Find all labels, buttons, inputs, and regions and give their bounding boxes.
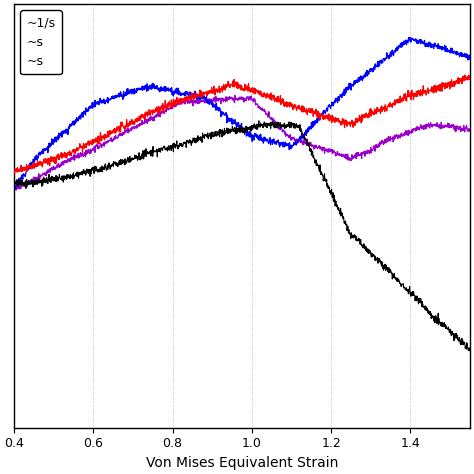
X-axis label: Von Mises Equivalent Strain: Von Mises Equivalent Strain: [146, 456, 338, 470]
Legend: ~1/s, ~s, ~s: ~1/s, ~s, ~s: [20, 10, 62, 74]
